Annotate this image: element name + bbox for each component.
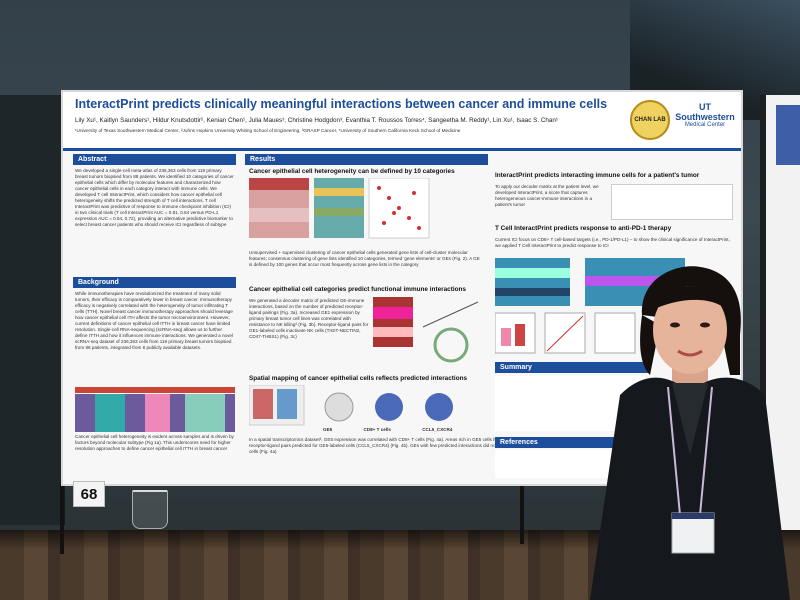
- fig3-plots: [373, 297, 479, 363]
- section4-text: To apply our decoder matrix at the patie…: [495, 184, 599, 207]
- section2-title: Cancer epithelial cell categories predic…: [249, 286, 466, 293]
- fig4-spatial: [249, 385, 453, 426]
- section1-title: Cancer epithelial cell heterogeneity can…: [249, 168, 455, 175]
- poster-title: InteractPrint predicts clinically meanin…: [75, 97, 608, 111]
- abstract-header: Abstract: [73, 154, 236, 165]
- formula-box: [611, 184, 733, 220]
- background-header: Background: [73, 277, 236, 288]
- section1-text: Unsupervised + supervised clustering of …: [249, 250, 480, 267]
- background-text: While immunotherapies have revolutionize…: [75, 291, 233, 350]
- section2-text: We generated a decoder matrix of predict…: [249, 298, 369, 339]
- references-header: References: [495, 437, 650, 448]
- section3-text: In a spatial transcriptomics dataset³, G…: [249, 437, 571, 454]
- section3-title: Spatial mapping of cancer epithelial cel…: [249, 375, 468, 382]
- poster-affiliations: ¹University of Texas Southwestern Medica…: [75, 128, 461, 133]
- fig4-label: CCL5_CXCR4: [422, 427, 453, 432]
- background-footer: Cancer epithelial cell heterogeneity is …: [75, 434, 234, 451]
- section4-title: InteractPrint predicts interacting immun…: [495, 172, 700, 179]
- board-number: 68: [73, 481, 105, 507]
- results-header: Results: [245, 154, 488, 165]
- summary-header: Summary: [495, 362, 650, 373]
- fig1-heatmap: [75, 387, 235, 432]
- section5-text: Current ICI focus on CD8+ T cell-based t…: [495, 237, 730, 248]
- fig4-label: CD8+ T cells: [363, 427, 391, 432]
- poster-header: InteractPrint predicts clinically meanin…: [63, 92, 741, 151]
- presenter-person: [590, 266, 790, 600]
- utsw-logo: UT Southwestern Medical Center: [675, 102, 735, 128]
- left-poster-board: [0, 95, 65, 525]
- abstract-text: We developed a single-cell meta-atlas of…: [75, 168, 234, 227]
- fig4-label: GE5: [323, 427, 333, 432]
- poster-authors: Lily Xu¹, Kaitlyn Saunders¹, Hildur Knut…: [75, 117, 559, 124]
- stand-leg: [520, 484, 524, 544]
- stand-leg: [60, 484, 64, 554]
- section5-title: T Cell InteractPrint predicts response t…: [495, 225, 672, 232]
- fig2-heatmap: [249, 178, 430, 239]
- plastic-cup: [132, 490, 168, 529]
- chan-lab-logo: CHAN LAB: [630, 100, 670, 140]
